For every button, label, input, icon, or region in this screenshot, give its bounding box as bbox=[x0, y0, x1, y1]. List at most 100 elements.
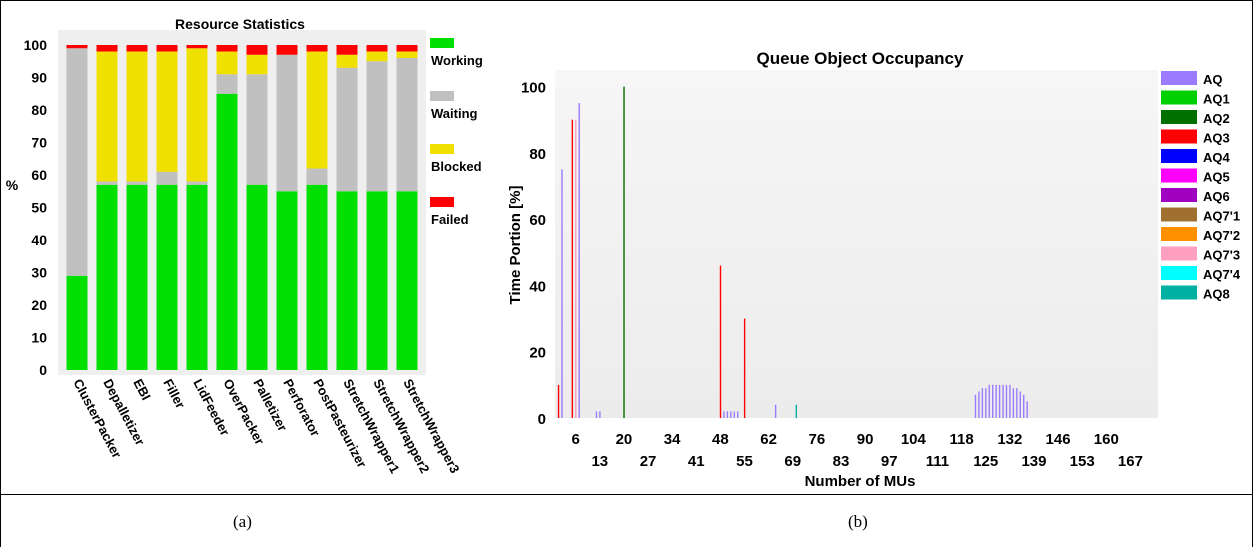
bar-segment-waiting bbox=[276, 54, 298, 192]
bar-segment-failed bbox=[366, 45, 388, 52]
y-tick-label: 80 bbox=[529, 146, 546, 163]
occupancy-bar bbox=[1019, 391, 1021, 418]
legend-swatch bbox=[430, 38, 454, 48]
y-tick-label: 40 bbox=[31, 232, 47, 248]
bar-segment-failed bbox=[396, 45, 418, 52]
legend-label: AQ8 bbox=[1203, 287, 1230, 302]
bar-segment-working bbox=[246, 184, 268, 370]
x-tick-label: 55 bbox=[736, 453, 753, 470]
occupancy-bar bbox=[575, 119, 577, 418]
legend-label: AQ7'2 bbox=[1203, 228, 1240, 243]
plot-background bbox=[58, 30, 426, 375]
occupancy-bar bbox=[1016, 388, 1018, 418]
occupancy-bar bbox=[981, 388, 984, 418]
x-tick-label: 125 bbox=[973, 453, 998, 470]
resource-statistics-chart: Resource Statistics % 0 10 20 30 40 50 60 70 80 9… bbox=[6, 16, 483, 476]
bar-segment-working bbox=[156, 184, 178, 370]
bar-segment-waiting bbox=[336, 67, 358, 192]
x-tick-label: 13 bbox=[591, 453, 608, 470]
bar-segment-waiting bbox=[306, 168, 328, 185]
occupancy-bar bbox=[1026, 401, 1028, 418]
y-tick-label: 90 bbox=[31, 70, 47, 86]
occupancy-bar bbox=[1009, 384, 1011, 418]
occupancy-bar bbox=[578, 103, 580, 419]
occupancy-bar bbox=[743, 318, 746, 418]
plot-background bbox=[555, 70, 1158, 418]
bar-segment-working bbox=[186, 184, 208, 370]
bar-segment-failed bbox=[126, 45, 148, 52]
bar-segment-blocked bbox=[396, 51, 418, 58]
occupancy-bar bbox=[1002, 384, 1004, 418]
bar-segment-waiting bbox=[66, 48, 88, 276]
x-tick-label: 153 bbox=[1070, 453, 1095, 470]
x-tick-label: 48 bbox=[712, 431, 729, 448]
occupancy-bar bbox=[988, 384, 990, 418]
legend-swatch bbox=[1161, 149, 1197, 163]
bar-segment-failed bbox=[276, 45, 298, 55]
legend-label: AQ bbox=[1203, 72, 1223, 87]
legend-label: Waiting bbox=[431, 106, 478, 121]
occupancy-bar bbox=[737, 411, 739, 418]
occupancy-bar bbox=[599, 411, 601, 418]
legend-label: AQ7'1 bbox=[1203, 209, 1240, 224]
bar-segment-working bbox=[66, 275, 88, 370]
y-tick-label: 30 bbox=[31, 265, 47, 281]
occupancy-bar bbox=[995, 384, 997, 418]
x-tick-label: 76 bbox=[809, 431, 826, 448]
chart-title: Resource Statistics bbox=[175, 16, 305, 32]
bar-segment-working bbox=[126, 184, 148, 370]
y-tick-label: 70 bbox=[31, 135, 47, 151]
occupancy-bar bbox=[992, 384, 994, 418]
occupancy-bar bbox=[978, 391, 980, 418]
bar-segment-working bbox=[216, 93, 238, 370]
bar-segment-waiting bbox=[246, 74, 268, 185]
bar-segment-failed bbox=[96, 45, 118, 52]
bar-segment-working bbox=[276, 191, 298, 370]
bar-segment-blocked bbox=[126, 51, 148, 182]
x-tick-label: 69 bbox=[784, 453, 801, 470]
y-tick-label: 0 bbox=[39, 362, 47, 378]
legend-label: AQ7'4 bbox=[1203, 267, 1241, 282]
x-tick-label: 139 bbox=[1021, 453, 1046, 470]
legend-swatch bbox=[1161, 129, 1197, 144]
chart-title: Queue Object Occupancy bbox=[757, 49, 964, 68]
occupancy-bar bbox=[719, 265, 722, 418]
legend-label: AQ6 bbox=[1203, 189, 1230, 204]
legend-label: AQ5 bbox=[1203, 170, 1230, 185]
bar-segment-blocked bbox=[336, 54, 358, 68]
legend-swatch bbox=[1161, 110, 1197, 124]
x-tick-label: 41 bbox=[688, 453, 705, 470]
y-axis-label: Time Portion [%] bbox=[507, 186, 524, 305]
legend-swatch bbox=[1161, 188, 1197, 202]
x-tick-label: 104 bbox=[901, 431, 927, 448]
x-tick-label: 34 bbox=[664, 431, 681, 448]
x-tick-label: 83 bbox=[833, 453, 850, 470]
y-tick-label: 50 bbox=[31, 200, 47, 216]
bar-segment-waiting bbox=[366, 61, 388, 192]
y-tick-label: 0 bbox=[538, 411, 546, 428]
legend-swatch bbox=[1161, 168, 1197, 183]
legend-label: Working bbox=[431, 53, 483, 68]
bar-segment-failed bbox=[66, 45, 88, 49]
occupancy-bar bbox=[623, 86, 625, 419]
x-tick-label: 62 bbox=[760, 431, 777, 448]
x-tick-label: EBI bbox=[130, 376, 153, 402]
legend-label: AQ1 bbox=[1203, 92, 1230, 107]
x-tick-label: 111 bbox=[926, 453, 949, 470]
legend-swatch bbox=[430, 197, 454, 207]
occupancy-bar bbox=[723, 411, 725, 418]
x-tick-label: 160 bbox=[1094, 431, 1119, 448]
bar-segment-failed bbox=[186, 45, 208, 49]
legend-label: AQ2 bbox=[1203, 111, 1230, 126]
x-tick-label: 90 bbox=[857, 431, 874, 448]
bar-segment-working bbox=[96, 184, 118, 370]
y-tick-label: 100 bbox=[24, 37, 48, 53]
x-tick-label: 118 bbox=[949, 431, 973, 448]
bar-segment-blocked bbox=[246, 54, 268, 75]
panel-b-caption: (b) bbox=[848, 512, 868, 531]
legend-swatch bbox=[1161, 71, 1197, 85]
bar-segment-waiting bbox=[186, 181, 208, 185]
x-tick-label: 167 bbox=[1118, 453, 1143, 470]
legend-swatch bbox=[1161, 227, 1197, 241]
bar-segment-waiting bbox=[216, 74, 238, 94]
